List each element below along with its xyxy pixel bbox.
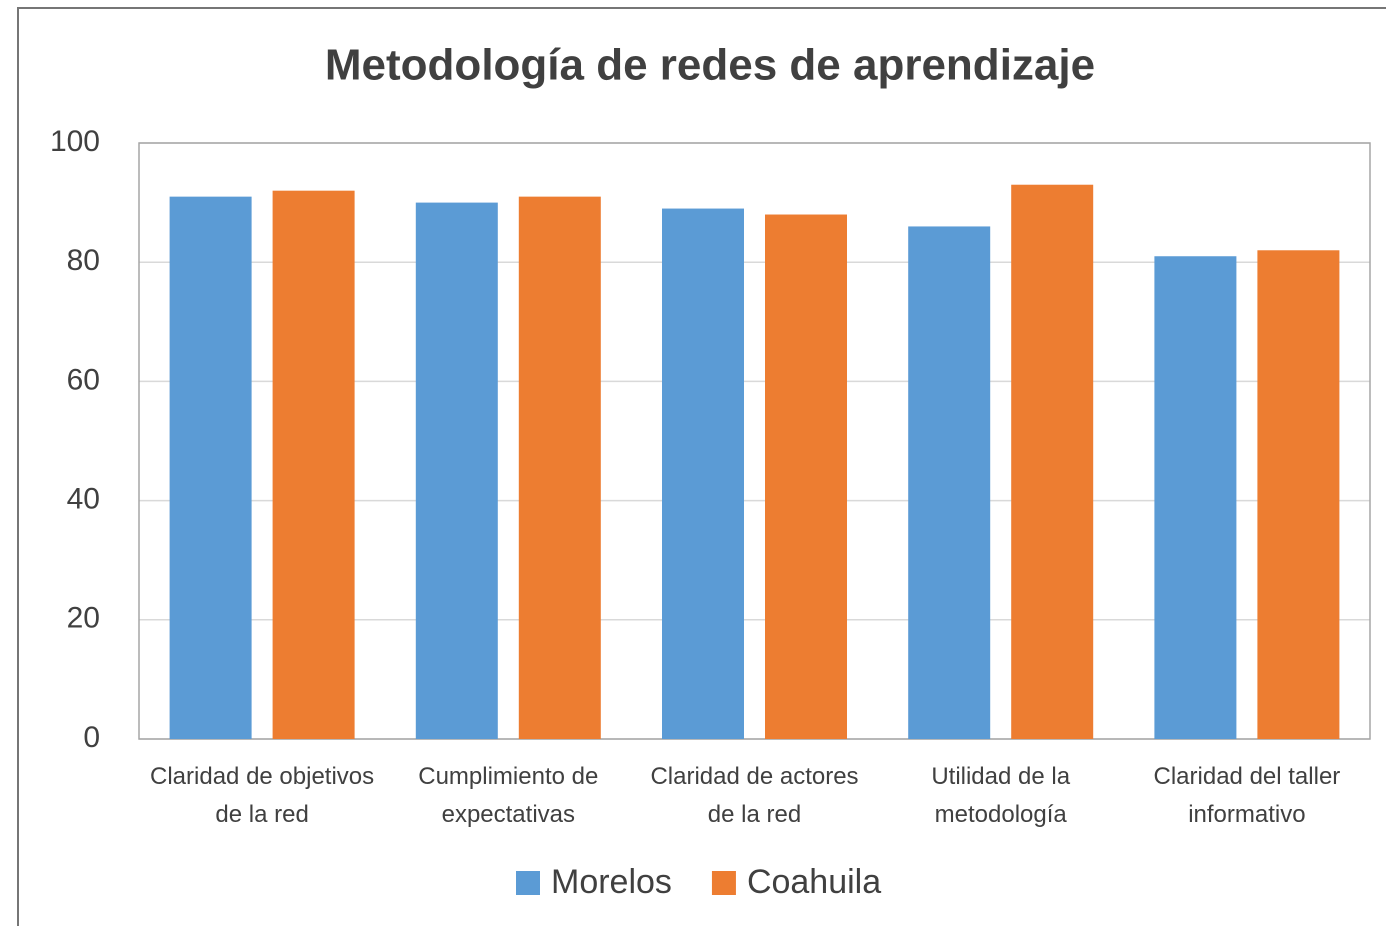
legend-label: Morelos: [551, 863, 672, 901]
y-tick-label: 60: [67, 363, 100, 396]
bar: [765, 214, 847, 739]
bar: [169, 196, 252, 739]
bar: [518, 196, 601, 739]
legend-label: Coahuila: [747, 863, 881, 901]
bar: [662, 208, 744, 739]
y-tick-label: 80: [67, 244, 100, 277]
plot-border: [138, 142, 1371, 740]
y-tick-label: 20: [67, 602, 100, 635]
x-tick-label: Claridad del taller informativo: [1154, 763, 1341, 828]
legend-swatch: [516, 871, 540, 895]
bar: [1154, 256, 1237, 739]
bar: [1011, 184, 1094, 740]
bar: [272, 190, 355, 739]
bar: [415, 202, 498, 740]
x-tick-label: Cumplimiento de expectativas: [418, 763, 598, 828]
bar: [1257, 250, 1340, 739]
y-tick-label: 100: [50, 125, 100, 158]
x-tick-label: Utilidad de la metodología: [931, 763, 1070, 828]
y-tick-label: 0: [83, 721, 100, 754]
x-tick-label: Claridad de actores de la red: [650, 763, 858, 828]
bar: [908, 226, 991, 739]
y-tick-label: 40: [67, 483, 100, 516]
chart-title: Metodología de redes de aprendizaje: [325, 41, 1095, 90]
legend-swatch: [711, 871, 736, 895]
x-tick-label: Claridad de objetivos de la red: [150, 763, 374, 828]
